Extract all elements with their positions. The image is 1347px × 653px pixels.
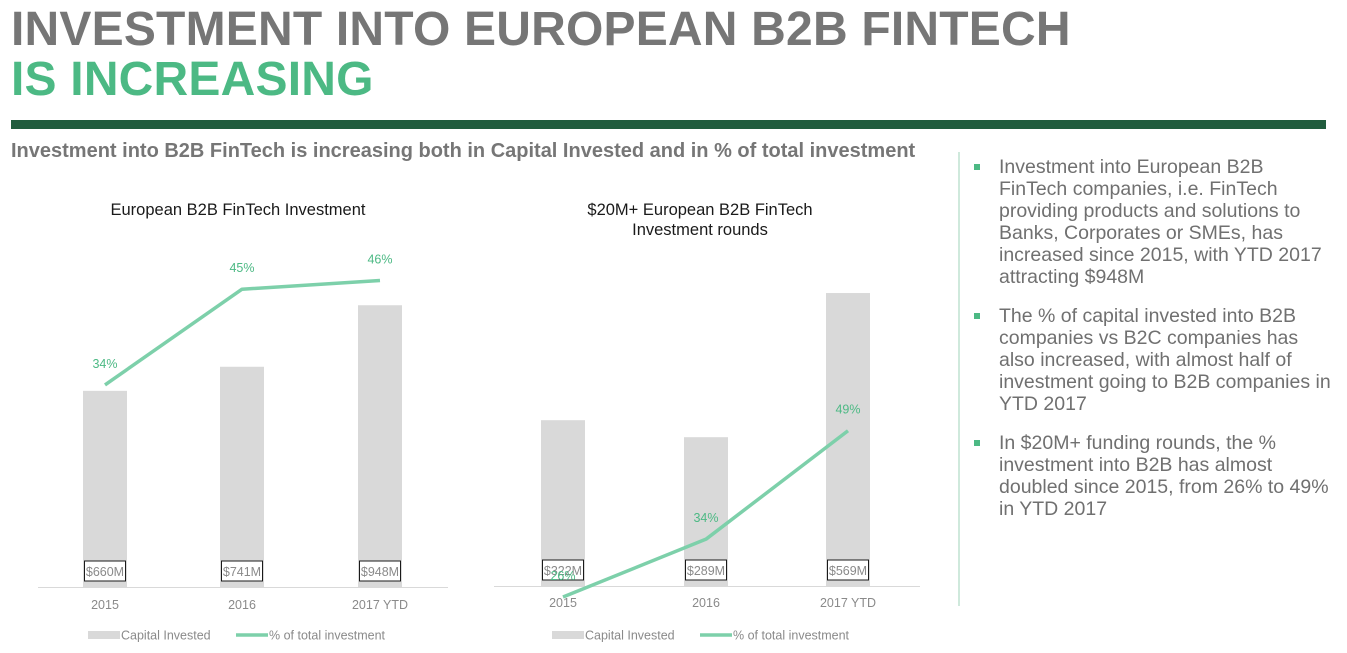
page-title-line-1: INVESTMENT INTO EUROPEAN B2B FINTECH [11,3,1071,56]
key-point: The % of capital invested into B2B compa… [972,305,1332,415]
title-divider-bar [11,120,1326,129]
x-tick-label: 2016 [228,598,256,612]
bar-value-label: $741M [223,565,261,579]
bar-value-label-box [359,560,401,582]
line-value-label: 46% [367,253,392,267]
bar-value-label: $322M [544,564,582,578]
bar-value-label-box [685,559,727,581]
bar-capital-invested [826,293,870,586]
bar-value-label-box [221,560,263,582]
x-tick-label: 2017 YTD [352,598,408,612]
line-value-label: 34% [92,357,117,371]
bullet-square-icon [974,440,980,446]
vertical-divider [958,152,960,606]
bar-value-label: $289M [687,564,725,578]
key-point-text: In $20M+ funding rounds, the % investmen… [999,432,1329,520]
bullet-square-icon [974,164,980,170]
chart-20m-plus-investment-rounds: $20M+ European B2B FinTech Investment rou… [494,201,920,643]
x-tick-label: 2017 YTD [820,596,876,610]
page-title-line-2: IS INCREASING [11,53,374,106]
line-value-label: 34% [693,511,718,525]
key-point-text: Investment into European B2B FinTech com… [999,156,1322,288]
key-point: In $20M+ funding rounds, the % investmen… [972,432,1332,520]
bar-value-label: $660M [86,565,124,579]
page-subtitle: Investment into B2B FinTech is increasin… [11,140,916,162]
bullet-square-icon [974,313,980,319]
chart-title-line: Investment rounds [632,221,768,239]
bar-capital-invested [541,420,585,586]
line-value-label: 26% [550,569,575,583]
line-pct-total-investment [562,429,850,599]
bar-capital-invested [358,305,402,587]
key-point: Investment into European B2B FinTech com… [972,156,1332,288]
legend-bar-swatch [552,631,584,639]
bar-value-label-box [827,559,869,581]
chart-title: European B2B FinTech Investment [111,201,366,219]
legend-label-pct-total-investment: % of total investment [269,629,386,643]
legend-label-pct-total-investment: % of total investment [733,629,850,643]
chart-title: $20M+ European B2B FinTech Investment rou… [587,201,812,239]
bar-capital-invested [83,390,127,587]
chart-title-line: $20M+ European B2B FinTech [587,201,812,219]
line-pct-total-investment [103,278,381,387]
bar-value-label: $948M [361,565,399,579]
key-points-list: Investment into European B2B FinTech com… [972,156,1332,537]
x-tick-label: 2015 [91,598,119,612]
legend-bar-swatch [88,631,120,639]
bar-value-label: $569M [829,564,867,578]
legend-label-capital-invested: Capital Invested [121,629,211,643]
bar-value-label-box [542,559,584,581]
line-value-label: 49% [835,403,860,417]
legend-label-capital-invested: Capital Invested [585,629,675,643]
line-value-label: 45% [229,261,254,275]
chart-title-line: European B2B FinTech Investment [111,201,366,219]
bar-capital-invested [220,366,264,587]
x-tick-label: 2016 [692,596,720,610]
key-point-text: The % of capital invested into B2B compa… [999,305,1331,415]
bar-value-label-box [84,560,126,582]
x-tick-label: 2015 [549,596,577,610]
chart-european-b2b-fintech-investment: European B2B FinTech Investment $660M 2015… [38,201,448,643]
